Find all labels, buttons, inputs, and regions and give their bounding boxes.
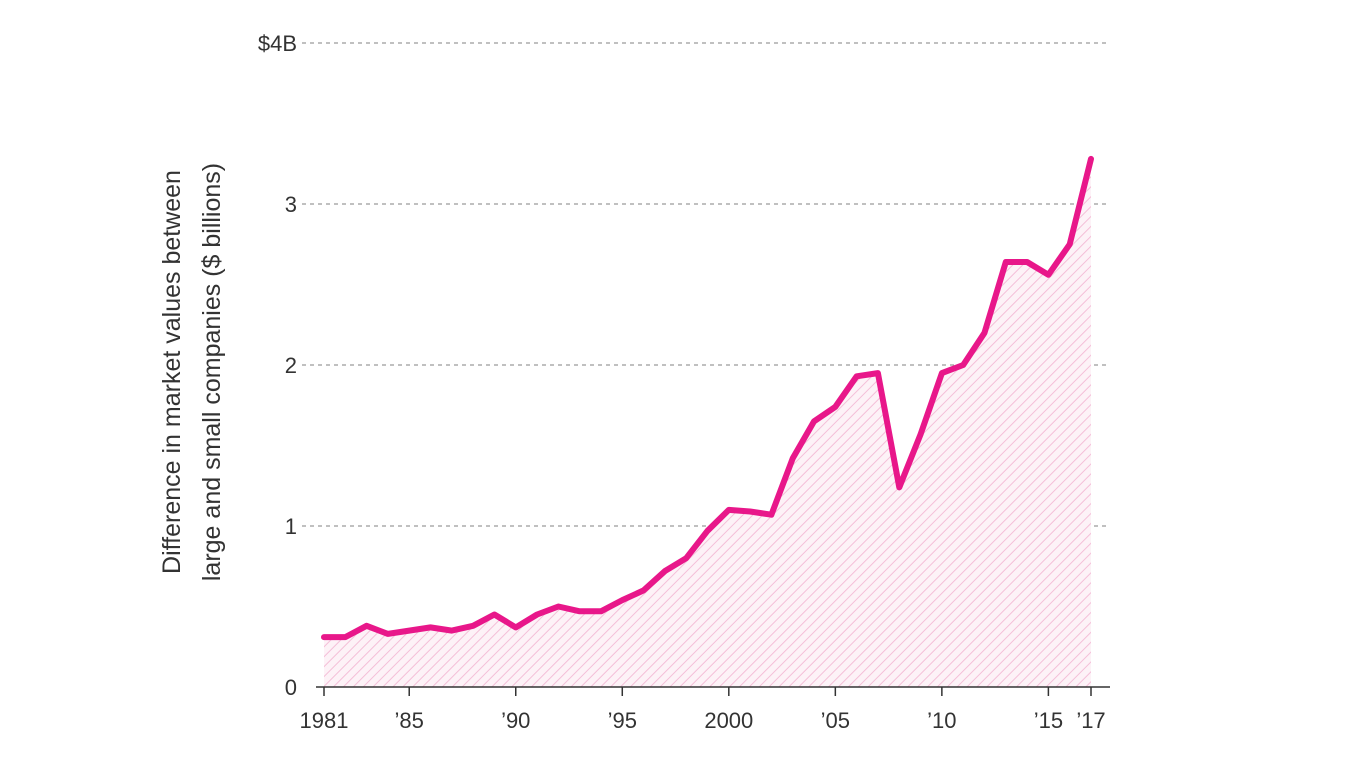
data-point-2014 [1025, 259, 1030, 264]
x-tick-label: ’95 [608, 708, 637, 733]
data-point-1983 [364, 623, 369, 628]
y-tick-label: 3 [285, 192, 297, 217]
data-point-2009 [918, 432, 923, 437]
data-point-1984 [385, 631, 390, 636]
data-point-2010 [939, 371, 944, 376]
data-point-1988 [471, 623, 476, 628]
data-point-2003 [790, 456, 795, 461]
data-point-1998 [684, 556, 689, 561]
x-tick-label: 1981 [300, 708, 349, 733]
data-point-1996 [641, 588, 646, 593]
data-point-2008 [897, 485, 902, 490]
y-axis-title-line2: large and small companies ($ billions) [198, 163, 226, 581]
data-point-2017 [1089, 156, 1094, 161]
data-point-1986 [428, 625, 433, 630]
y-ticks: 0 1 2 3 $4B [258, 31, 297, 700]
data-point-1999 [705, 528, 710, 533]
data-point-2001 [748, 509, 753, 514]
x-tick-label: ’85 [395, 708, 424, 733]
data-point-1992 [556, 604, 561, 609]
data-point-1994 [598, 609, 603, 614]
y-axis-title-line1: Difference in market values between [158, 170, 186, 574]
data-point-2007 [875, 371, 880, 376]
data-point-1985 [407, 628, 412, 633]
data-point-1989 [492, 612, 497, 617]
data-point-1987 [449, 628, 454, 633]
data-point-2005 [833, 404, 838, 409]
data-point-2016 [1067, 242, 1072, 247]
line-layer [321, 155, 1094, 641]
y-tick-label: $4B [258, 31, 297, 56]
area-layer [324, 158, 1091, 687]
y-tick-label: 1 [285, 514, 297, 539]
y-tick-label: 0 [285, 675, 297, 700]
x-tick-label: ’15 [1034, 708, 1063, 733]
data-point-1993 [577, 609, 582, 614]
x-tick-label: ’05 [821, 708, 850, 733]
data-point-2000 [726, 507, 731, 512]
y-tick-label: 2 [285, 353, 297, 378]
data-point-1995 [620, 598, 625, 603]
x-tick-label: 2000 [704, 708, 753, 733]
data-point-1990 [513, 625, 518, 630]
data-point-1997 [662, 569, 667, 574]
data-point-2013 [1003, 259, 1008, 264]
data-point-2002 [769, 512, 774, 517]
data-point-1982 [343, 635, 348, 640]
x-tick-label: ’17 [1076, 708, 1105, 733]
data-point-2004 [812, 419, 817, 424]
data-point-2006 [854, 374, 859, 379]
data-point-2012 [982, 330, 987, 335]
data-point-1981 [322, 635, 327, 640]
data-point-2011 [961, 363, 966, 368]
x-tick-label: ’10 [927, 708, 956, 733]
data-point-1991 [535, 612, 540, 617]
data-point-2015 [1046, 272, 1051, 277]
area-fill [324, 158, 1091, 687]
x-ticks: 1981 ’85 ’90 ’95 2000 ’05 ’10 ’15 ’17 [300, 687, 1106, 733]
series-line [321, 155, 1094, 641]
x-tick-label: ’90 [501, 708, 530, 733]
